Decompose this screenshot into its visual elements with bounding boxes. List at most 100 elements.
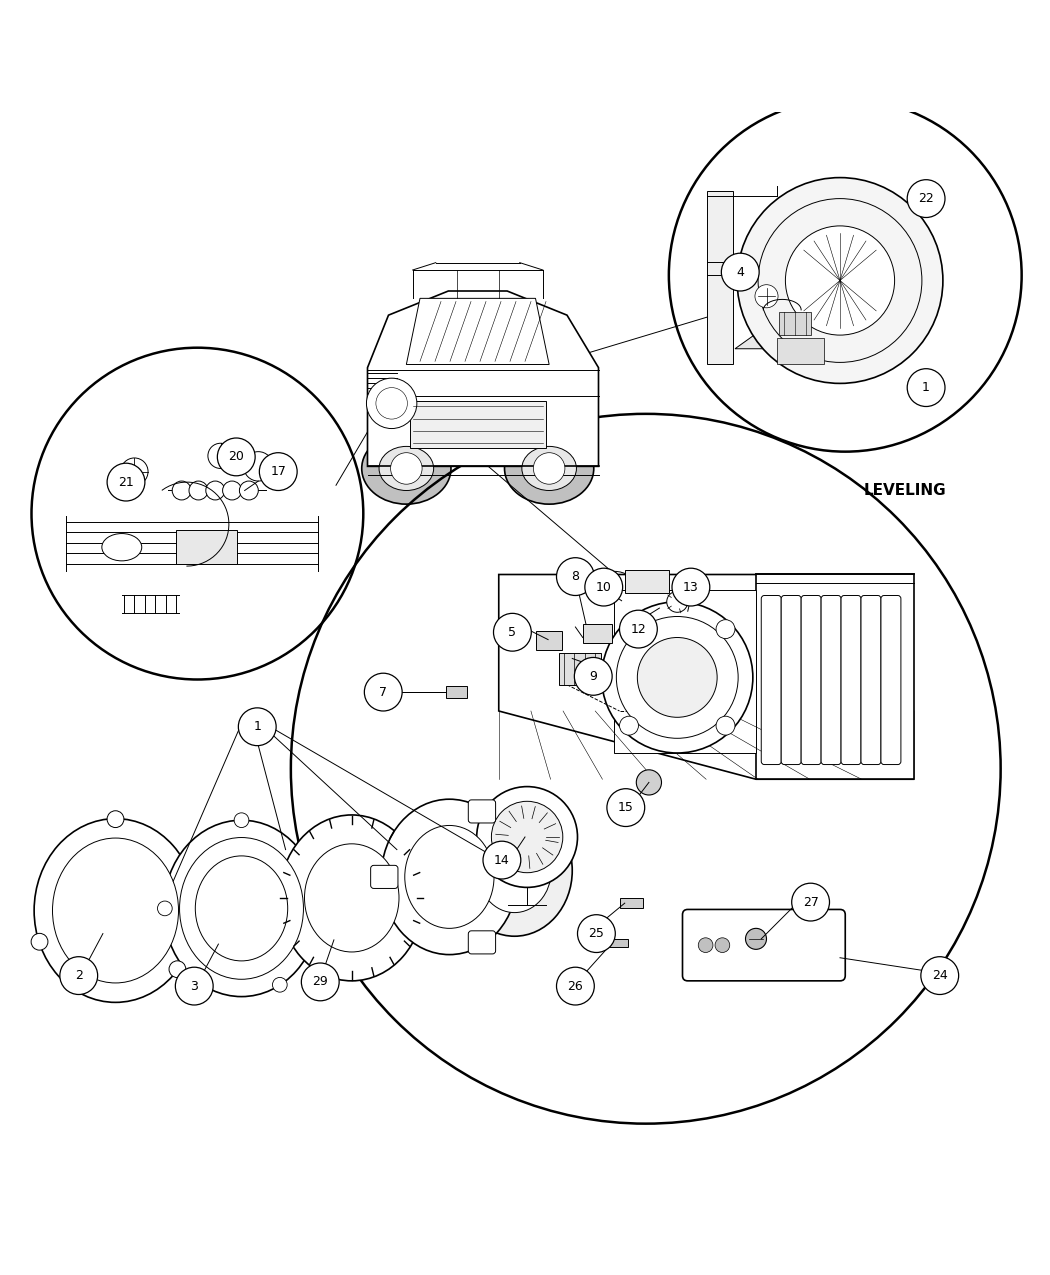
Text: LEVELING: LEVELING (864, 483, 946, 499)
FancyBboxPatch shape (559, 653, 601, 685)
Circle shape (672, 569, 710, 606)
Circle shape (746, 928, 766, 950)
Text: 1: 1 (922, 381, 930, 394)
Text: 17: 17 (270, 465, 287, 478)
Text: 26: 26 (568, 979, 584, 993)
FancyBboxPatch shape (682, 909, 845, 980)
Circle shape (620, 611, 657, 648)
FancyBboxPatch shape (583, 623, 612, 643)
Text: 15: 15 (617, 801, 634, 815)
FancyBboxPatch shape (821, 595, 841, 765)
Circle shape (259, 453, 297, 491)
FancyBboxPatch shape (761, 595, 781, 765)
Circle shape (636, 770, 662, 796)
Circle shape (32, 933, 48, 950)
Ellipse shape (457, 805, 572, 936)
Text: 10: 10 (595, 580, 612, 594)
Circle shape (172, 481, 191, 500)
Circle shape (208, 444, 233, 468)
FancyBboxPatch shape (625, 570, 669, 593)
FancyBboxPatch shape (536, 631, 562, 650)
Circle shape (483, 842, 521, 878)
Ellipse shape (279, 815, 424, 980)
Circle shape (223, 481, 242, 500)
Polygon shape (756, 575, 914, 779)
FancyBboxPatch shape (779, 312, 811, 335)
Circle shape (574, 658, 612, 695)
Circle shape (60, 956, 98, 994)
Circle shape (238, 708, 276, 746)
FancyBboxPatch shape (468, 931, 496, 954)
Circle shape (556, 968, 594, 1005)
Circle shape (578, 914, 615, 952)
Text: 27: 27 (802, 895, 819, 909)
Ellipse shape (102, 533, 142, 561)
Circle shape (217, 439, 255, 476)
Ellipse shape (34, 819, 197, 1002)
Circle shape (721, 254, 759, 291)
Circle shape (239, 481, 258, 500)
Circle shape (533, 453, 565, 484)
Circle shape (907, 180, 945, 218)
Circle shape (272, 978, 288, 992)
Polygon shape (735, 323, 819, 349)
Polygon shape (368, 291, 598, 467)
Ellipse shape (361, 432, 452, 504)
Ellipse shape (504, 432, 594, 504)
Circle shape (620, 717, 638, 736)
Circle shape (477, 787, 578, 887)
Circle shape (698, 938, 713, 952)
Circle shape (158, 901, 172, 915)
Circle shape (637, 638, 717, 718)
Circle shape (785, 226, 895, 335)
FancyBboxPatch shape (777, 338, 824, 365)
FancyBboxPatch shape (801, 595, 821, 765)
Text: 1: 1 (253, 720, 261, 733)
Ellipse shape (195, 856, 288, 961)
Circle shape (169, 961, 186, 978)
FancyBboxPatch shape (841, 595, 861, 765)
Ellipse shape (381, 799, 518, 955)
Circle shape (715, 938, 730, 952)
Polygon shape (406, 298, 549, 365)
Circle shape (716, 717, 735, 736)
FancyBboxPatch shape (176, 530, 237, 564)
Ellipse shape (304, 844, 399, 952)
FancyBboxPatch shape (881, 595, 901, 765)
Text: 22: 22 (918, 193, 935, 205)
Polygon shape (499, 575, 914, 779)
Circle shape (189, 481, 208, 500)
Text: 20: 20 (228, 450, 245, 463)
FancyBboxPatch shape (620, 898, 643, 908)
Text: 14: 14 (494, 853, 510, 867)
Text: 21: 21 (118, 476, 134, 488)
Circle shape (792, 884, 830, 921)
Circle shape (607, 789, 645, 826)
Circle shape (494, 613, 531, 652)
Circle shape (755, 284, 778, 307)
FancyBboxPatch shape (446, 686, 467, 699)
FancyBboxPatch shape (410, 402, 546, 449)
FancyBboxPatch shape (371, 866, 398, 889)
Text: 7: 7 (379, 686, 387, 699)
Ellipse shape (404, 825, 495, 928)
FancyBboxPatch shape (614, 590, 756, 754)
Circle shape (121, 458, 148, 486)
Text: 5: 5 (508, 626, 517, 639)
Ellipse shape (164, 820, 319, 997)
Ellipse shape (478, 829, 551, 913)
Circle shape (175, 968, 213, 1005)
Circle shape (206, 481, 225, 500)
Circle shape (921, 956, 959, 994)
FancyBboxPatch shape (861, 595, 881, 765)
Ellipse shape (180, 838, 303, 979)
Circle shape (556, 557, 594, 595)
Circle shape (620, 620, 638, 639)
Circle shape (491, 801, 563, 872)
Text: 8: 8 (571, 570, 580, 583)
Circle shape (364, 673, 402, 711)
Ellipse shape (52, 838, 178, 983)
Text: 29: 29 (313, 975, 328, 988)
Circle shape (107, 463, 145, 501)
Text: 12: 12 (630, 622, 646, 636)
